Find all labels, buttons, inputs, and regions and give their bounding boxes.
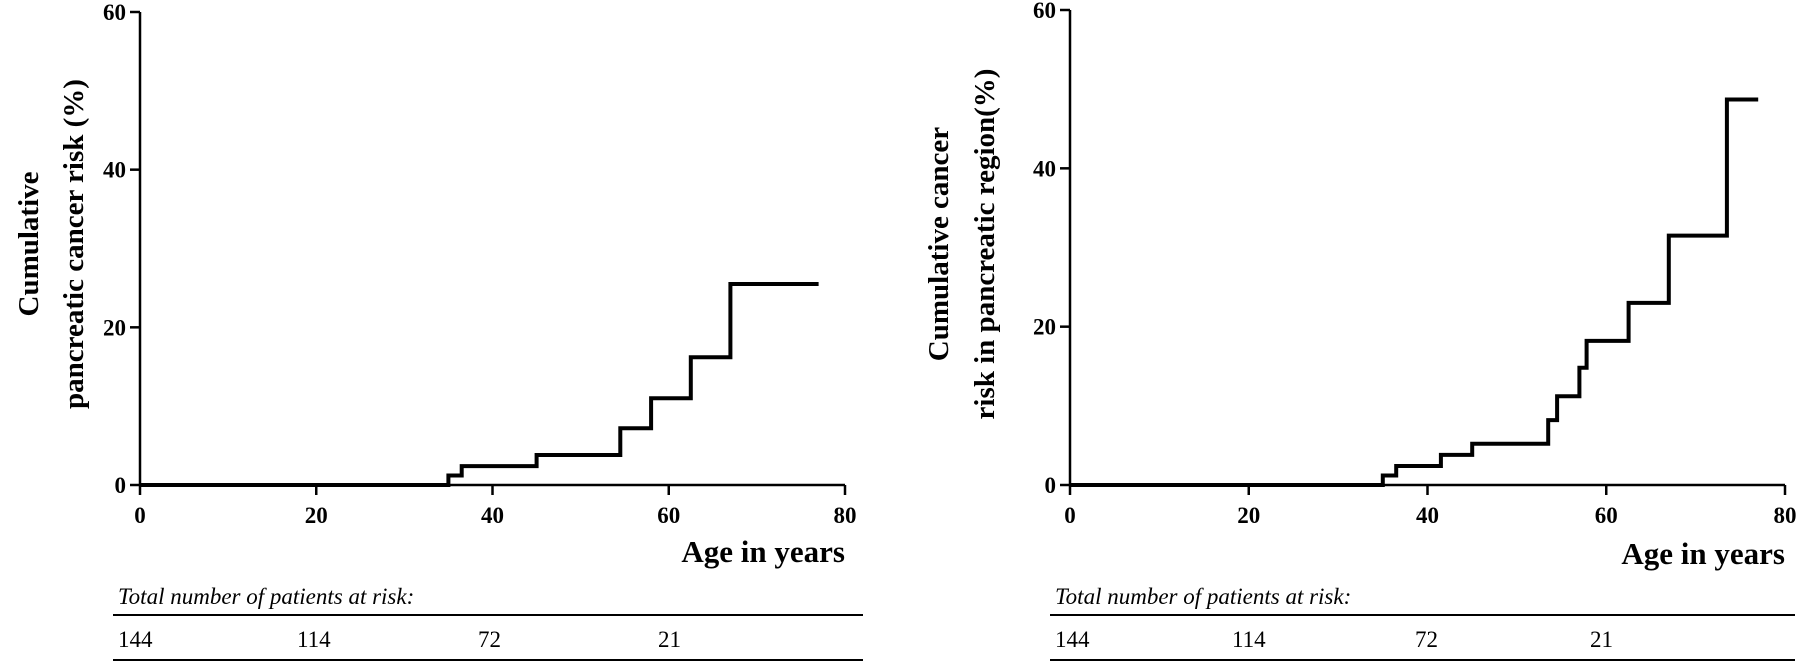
chart-left: 0 20 40 60 0 20 40 60 80 Age in years Cumulative pa…: [13, 0, 857, 569]
y-tick-label: 20: [103, 315, 126, 340]
risk-table-top-rule: [1050, 614, 1795, 616]
risk-count-0: 144: [118, 627, 153, 652]
y-tick-label: 60: [1033, 0, 1056, 23]
risk-table-top-rule: [113, 614, 863, 616]
risk-table-bottom-rule: [1050, 659, 1795, 661]
x-tick-label: 60: [1595, 503, 1618, 528]
risk-count-0: 144: [1055, 627, 1090, 652]
y-axis-title-line: pancreatic cancer risk (%): [58, 79, 90, 409]
y-tick-label: 0: [115, 473, 127, 498]
y-tick-label: 20: [1033, 315, 1056, 340]
y-tick-label: 40: [1033, 156, 1056, 181]
y-tick-label: 40: [103, 158, 126, 183]
risk-count-40: 72: [1415, 627, 1438, 652]
risk-count-40: 72: [478, 627, 501, 652]
risk-table-bottom-rule: [113, 659, 863, 661]
y-tick-label: 60: [103, 0, 126, 25]
risk-table-caption: Total number of patients at risk:: [1055, 584, 1352, 609]
chart-panel-right: 0 20 40 60 0 20 40 60 80 Age in years Cumulative c…: [900, 0, 1800, 662]
x-tick-label: 40: [1416, 503, 1439, 528]
y-axis-title-line: risk in pancreatic region(%): [969, 69, 1001, 420]
risk-count-60: 21: [1590, 627, 1613, 652]
x-tick-label: 20: [305, 503, 328, 528]
y-axis-title-line: Cumulative cancer: [923, 127, 955, 361]
x-axis-title: Age in years: [1621, 536, 1785, 571]
x-tick-label: 20: [1237, 503, 1260, 528]
cumulative-risk-step-line: [140, 282, 819, 487]
risk-count-20: 114: [1232, 627, 1266, 652]
x-tick-label: 40: [481, 503, 504, 528]
risk-table-caption: Total number of patients at risk:: [118, 584, 415, 609]
x-tick-label: 80: [834, 503, 857, 528]
x-tick-label: 0: [1064, 503, 1076, 528]
chart-panel-left: 0 20 40 60 0 20 40 60 80 Age in years Cumulative pa…: [13, 0, 863, 661]
x-axis-title: Age in years: [681, 534, 845, 569]
y-tick-label: 0: [1045, 473, 1057, 498]
risk-count-60: 21: [658, 627, 681, 652]
cumulative-risk-step-line: [1070, 97, 1759, 487]
x-tick-label: 0: [134, 503, 146, 528]
y-axis-title-line: Cumulative: [13, 171, 45, 316]
risk-count-20: 114: [297, 627, 331, 652]
x-tick-label: 60: [657, 503, 680, 528]
x-tick-label: 80: [1774, 503, 1797, 528]
chart-right: 0 20 40 60 0 20 40 60 80 Age in years Cumulative c…: [923, 0, 1797, 571]
